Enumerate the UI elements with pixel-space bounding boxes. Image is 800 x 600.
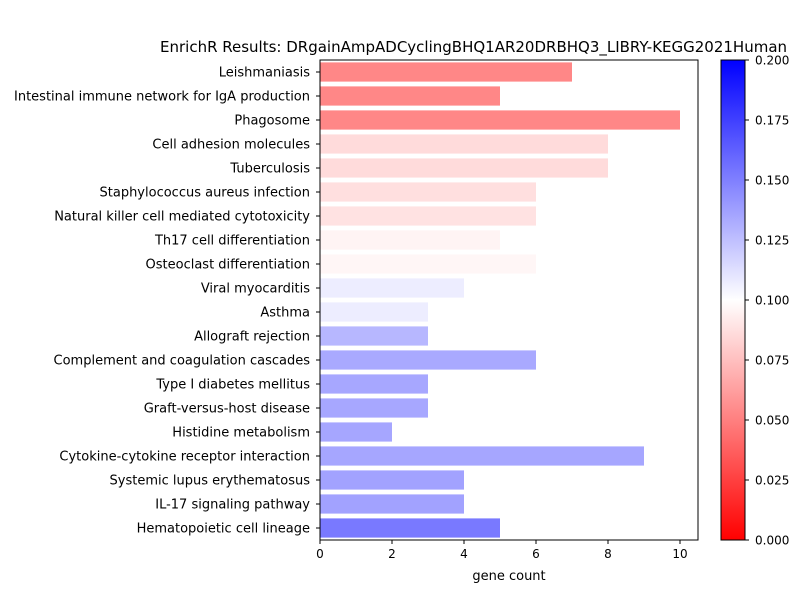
bar-17 xyxy=(320,446,644,466)
category-label-19: IL-17 signaling pathway xyxy=(155,498,310,513)
category-label-4: Cell adhesion molecules xyxy=(152,138,310,153)
colorbar-tick-label: 0.200 xyxy=(755,54,789,68)
bar-9 xyxy=(320,254,536,274)
bars-group xyxy=(320,62,680,538)
bar-12 xyxy=(320,326,428,346)
colorbar-tick-label: 0.175 xyxy=(755,114,789,128)
colorbar-tick-label: 0.000 xyxy=(755,534,789,548)
category-label-5: Tuberculosis xyxy=(229,162,310,177)
bar-10 xyxy=(320,278,464,298)
category-labels: Leishmaniasis Intestinal immune network f… xyxy=(14,66,320,537)
bar-8 xyxy=(320,230,500,250)
colorbar-tick-label: 0.125 xyxy=(755,234,789,248)
category-label-8: Th17 cell differentiation xyxy=(154,234,310,249)
bar-15 xyxy=(320,398,428,418)
bar-16 xyxy=(320,422,392,442)
bar-2 xyxy=(320,86,500,106)
x-tick-label: 2 xyxy=(388,547,396,561)
bar-20 xyxy=(320,518,500,538)
category-label-16: Histidine metabolism xyxy=(172,426,310,441)
category-label-6: Staphylococcus aureus infection xyxy=(100,186,311,201)
category-label-12: Allograft rejection xyxy=(194,330,310,345)
bar-5 xyxy=(320,158,608,178)
plot-frame xyxy=(319,59,699,541)
colorbar: 0.000 0.025 0.050 0.075 0.100 0.125 0.150 0.175… xyxy=(720,54,789,548)
colorbar-tick-label: 0.050 xyxy=(755,414,789,428)
category-label-7: Natural killer cell mediated cytotoxicit… xyxy=(54,210,310,225)
category-label-18: Systemic lupus erythematosus xyxy=(110,474,311,489)
colorbar-tick-label: 0.100 xyxy=(755,294,789,308)
category-label-3: Phagosome xyxy=(234,114,310,129)
bar-11 xyxy=(320,302,428,322)
category-label-11: Asthma xyxy=(260,306,310,321)
colorbar-tick-label: 0.075 xyxy=(755,354,789,368)
colorbar-tick-label: 0.025 xyxy=(755,474,789,488)
bar-1 xyxy=(320,62,572,82)
x-tick-label: 0 xyxy=(316,547,324,561)
x-tick-label: 8 xyxy=(604,547,612,561)
category-label-14: Type I diabetes mellitus xyxy=(155,378,310,393)
bar-18 xyxy=(320,470,464,490)
x-axis-label: gene count xyxy=(472,569,545,584)
bar-14 xyxy=(320,374,428,394)
colorbar-tick-label: 0.150 xyxy=(755,174,789,188)
category-label-1: Leishmaniasis xyxy=(219,66,310,81)
x-axis: 0 2 4 6 8 10 xyxy=(316,540,688,561)
x-tick-label: 4 xyxy=(460,547,468,561)
category-label-2: Intestinal immune network for IgA produc… xyxy=(14,90,310,105)
bar-7 xyxy=(320,206,536,226)
x-tick-label: 6 xyxy=(532,547,540,561)
bar-4 xyxy=(320,134,608,154)
bar-13 xyxy=(320,350,536,370)
bar-19 xyxy=(320,494,464,514)
x-tick-label: 10 xyxy=(672,547,687,561)
category-label-10: Viral myocarditis xyxy=(201,282,310,297)
category-label-13: Complement and coagulation cascades xyxy=(54,354,311,369)
category-label-20: Hematopoietic cell lineage xyxy=(137,522,310,537)
bar-6 xyxy=(320,182,536,202)
category-label-17: Cytokine-cytokine receptor interaction xyxy=(59,450,310,465)
colorbar-gradient xyxy=(721,60,745,540)
chart-title: EnrichR Results: DRgainAmpADCyclingBHQ1A… xyxy=(160,38,787,57)
category-label-15: Graft-versus-host disease xyxy=(144,402,310,417)
bar-3 xyxy=(320,110,680,130)
category-label-9: Osteoclast differentiation xyxy=(146,258,310,273)
